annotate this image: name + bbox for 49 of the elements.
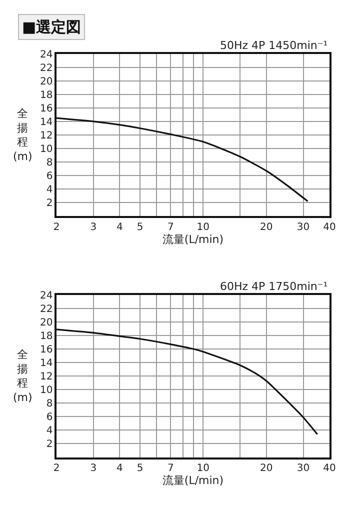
x-tick-label: 20 [260, 222, 273, 233]
y-tick-label: 8 [46, 398, 53, 410]
y-tick-label: 16 [40, 103, 53, 114]
y-tick-label: 12 [40, 130, 53, 142]
y-tick-label: 12 [40, 372, 53, 383]
chart-title: ■選定図 [22, 18, 82, 36]
y-tick-label: 4 [46, 426, 53, 437]
x-axis-title: 流量(L/min) [162, 474, 224, 488]
y-tick-label: 14 [40, 116, 53, 128]
y-tick-label: 20 [40, 76, 53, 88]
y-tick-label: 10 [40, 385, 53, 396]
y-tick-label: 8 [46, 158, 53, 169]
x-tick-label: 5 [136, 222, 144, 233]
chart-subtitle: 60Hz 4P 1750min⁻¹ [220, 280, 328, 293]
y-tick-label: 24 [40, 49, 53, 60]
y-tick-label: 6 [46, 412, 53, 424]
y-axis-title: 全揚程(m) [13, 348, 32, 404]
y-tick-label: 2 [46, 439, 53, 450]
y-tick-label: 20 [40, 317, 53, 328]
x-tick-label: 7 [167, 463, 174, 474]
x-tick-label: 3 [90, 222, 97, 233]
x-tick-label: 30 [296, 222, 310, 233]
x-tick-label: 10 [196, 463, 210, 474]
y-tick-label: 22 [40, 62, 53, 74]
y-tick-label: 6 [46, 171, 53, 182]
y-tick-label: 4 [46, 184, 53, 196]
y-axis-title: 全揚程(m) [13, 107, 32, 163]
y-tick-label: 18 [40, 90, 53, 101]
x-tick-label: 3 [90, 463, 97, 474]
chart-subtitle: 50Hz 4P 1450min⁻¹ [220, 39, 328, 52]
x-tick-label: 40 [323, 463, 336, 474]
x-tick-label: 2 [53, 463, 60, 474]
y-tick-label: 10 [40, 144, 53, 156]
y-tick-label: 2 [46, 198, 53, 210]
x-tick-label: 4 [116, 222, 123, 233]
x-tick-label: 20 [260, 463, 273, 474]
x-tick-label: 4 [116, 463, 123, 474]
x-tick-label: 5 [136, 463, 144, 474]
y-tick-label: 22 [40, 304, 53, 315]
x-tick-label: 2 [53, 222, 60, 233]
y-tick-label: 14 [40, 358, 53, 370]
y-tick-label: 16 [40, 344, 53, 356]
x-axis-title: 流量(L/min) [162, 232, 224, 246]
x-tick-label: 10 [196, 222, 210, 233]
y-tick-label: 18 [40, 330, 53, 342]
y-tick-label: 24 [40, 290, 53, 302]
x-tick-label: 30 [296, 463, 310, 474]
x-tick-label: 40 [323, 222, 336, 233]
x-tick-label: 7 [167, 222, 174, 233]
